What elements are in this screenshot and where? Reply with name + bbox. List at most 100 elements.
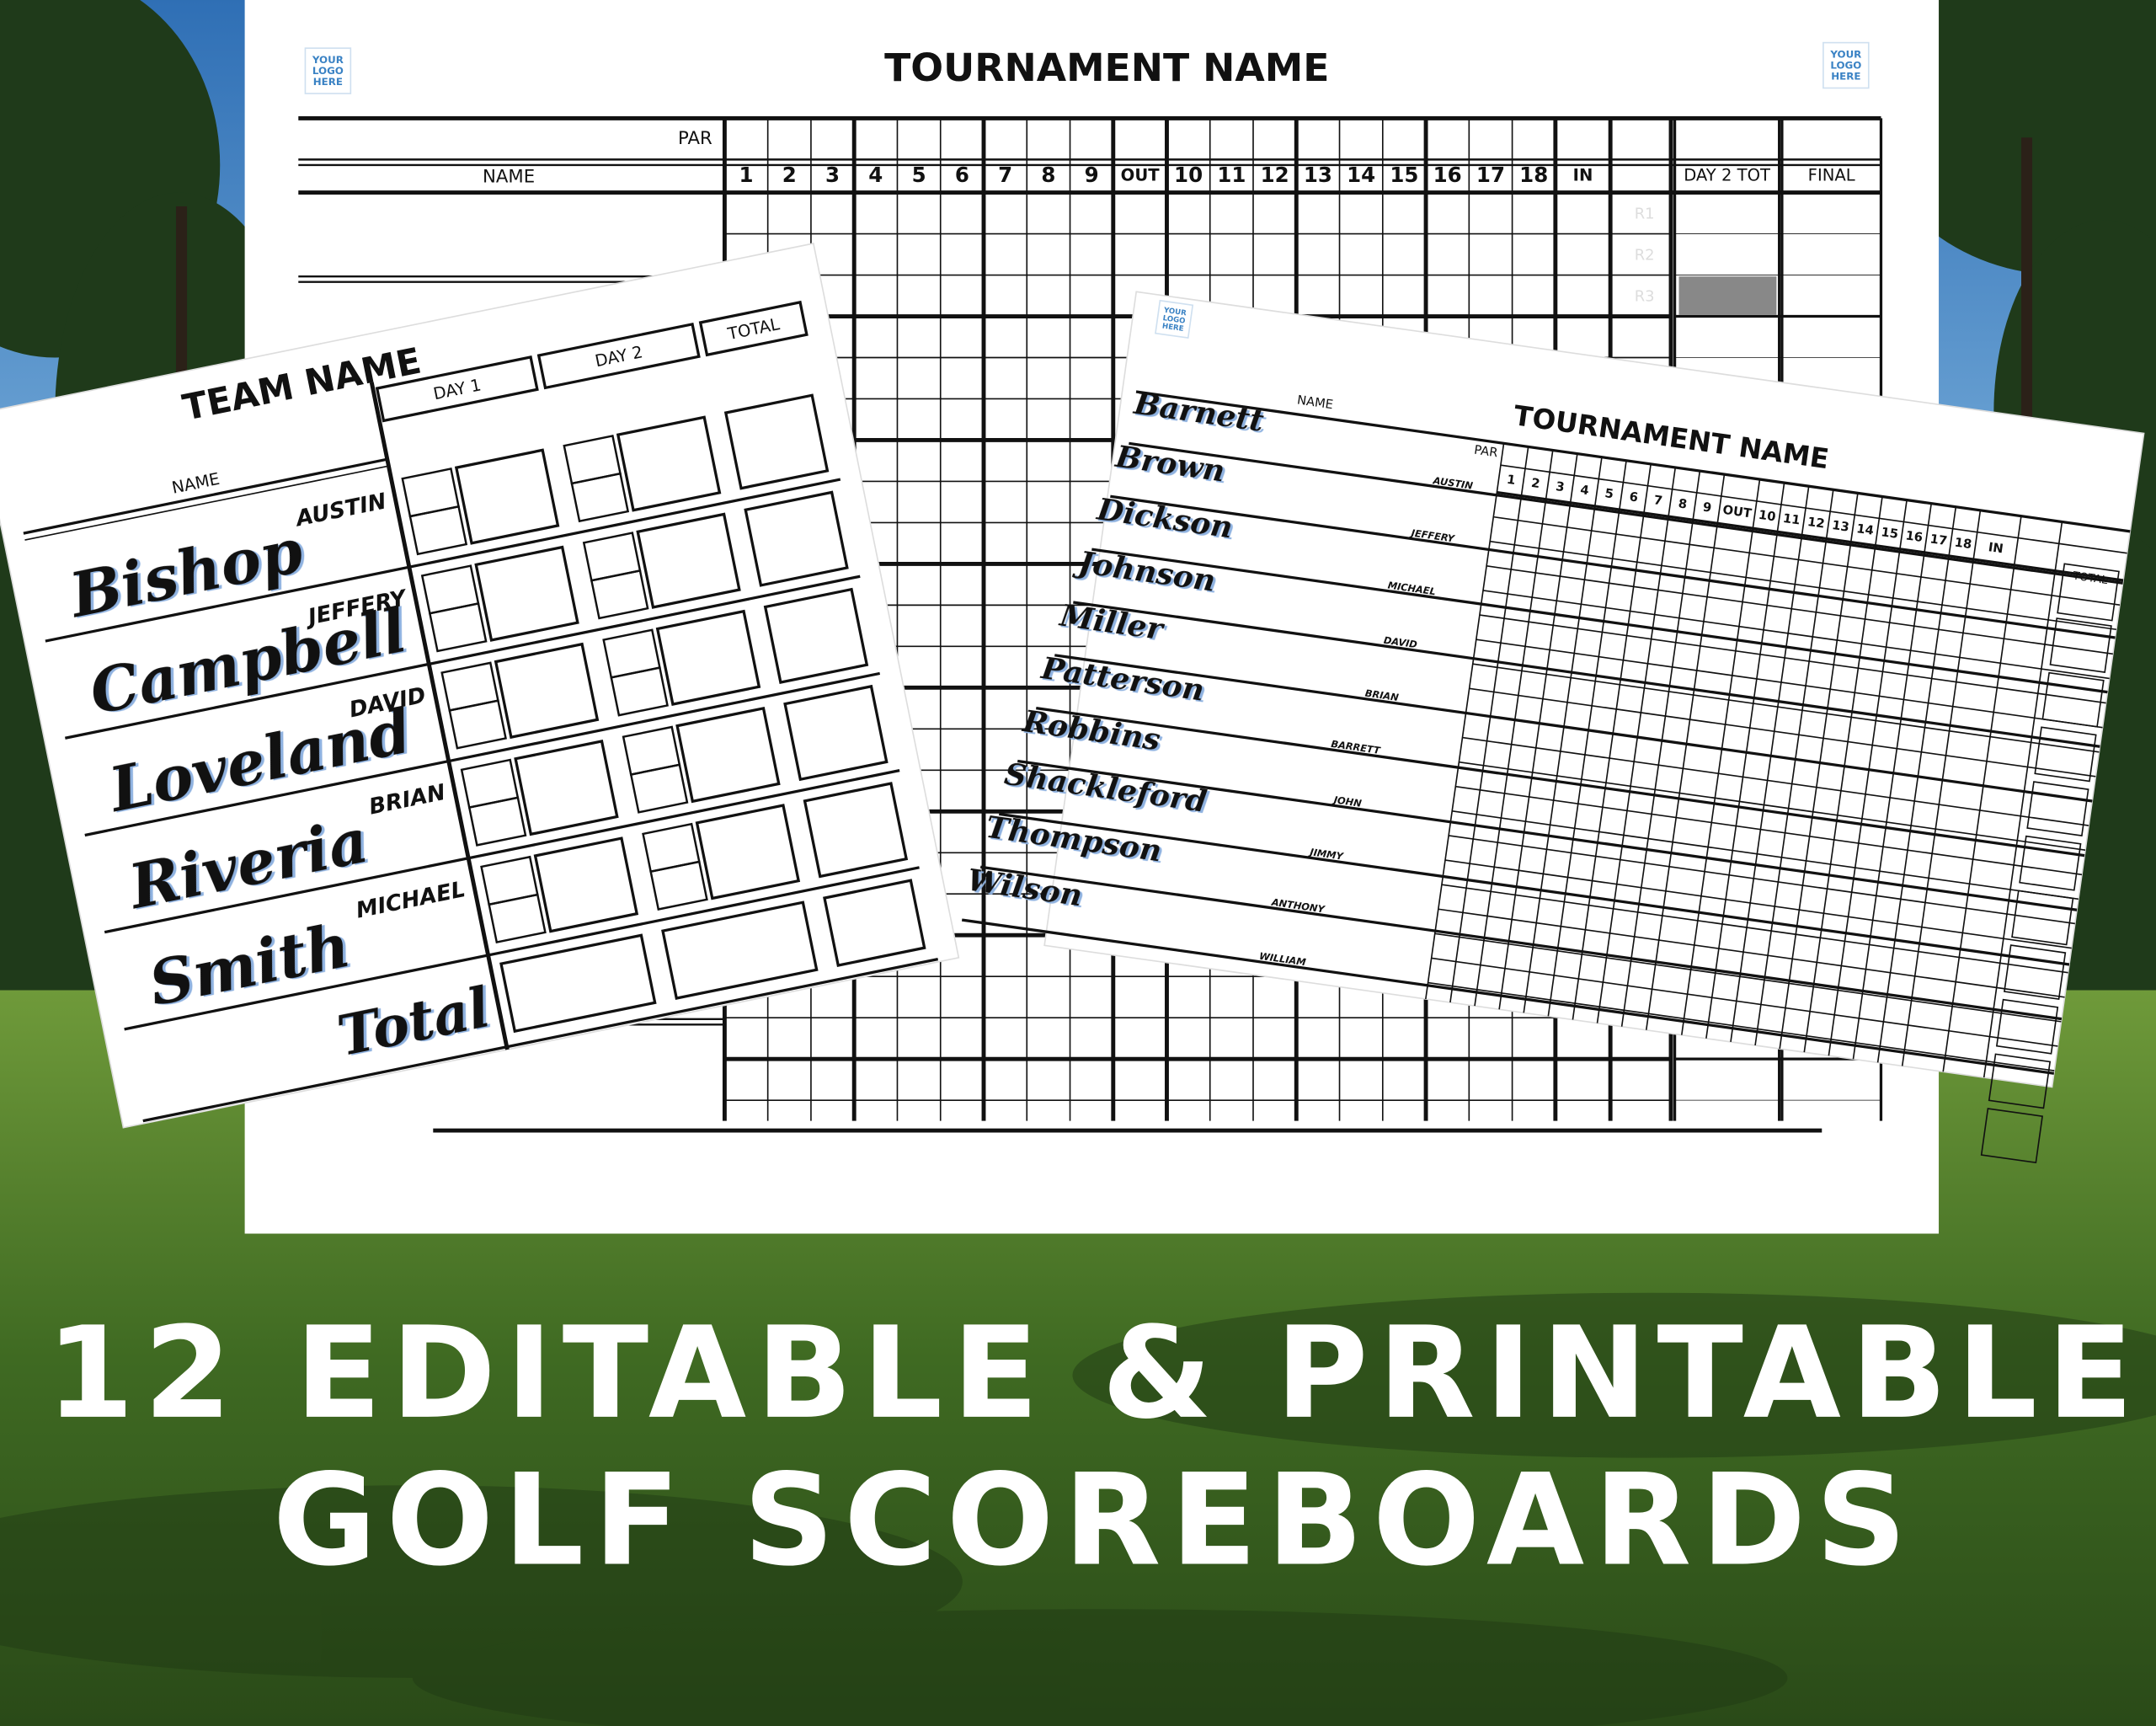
rule <box>65 574 861 740</box>
rule <box>1754 489 1834 1046</box>
par-label: PAR <box>678 128 712 149</box>
column-label: DAY 2 TOT <box>1684 165 1771 184</box>
cell <box>499 933 657 1034</box>
header-box <box>375 355 539 423</box>
rule <box>1036 707 2085 858</box>
cell <box>629 763 689 814</box>
hole-label: 9 <box>1085 163 1099 187</box>
hole-label: 4 <box>1579 483 1590 498</box>
rule <box>1441 884 2068 974</box>
rule <box>1428 981 2055 1071</box>
cell <box>636 512 741 609</box>
cell <box>467 796 527 847</box>
cell <box>655 609 761 707</box>
rule <box>1493 516 2121 606</box>
hole-label: 5 <box>1604 486 1614 501</box>
rule <box>1486 565 2113 655</box>
cell <box>744 490 849 587</box>
rule <box>1572 463 1652 1020</box>
hole-label: 6 <box>1629 489 1640 505</box>
logo-text: LOGO <box>1162 314 1186 326</box>
rule <box>1110 494 2116 639</box>
cell <box>570 472 630 523</box>
hole-label: OUT <box>1121 165 1161 184</box>
rule <box>1779 493 1859 1050</box>
cell <box>649 860 708 911</box>
rule <box>1500 464 2127 554</box>
hole-label: 18 <box>1519 163 1548 187</box>
rule <box>104 769 900 934</box>
logo-text: LOGO <box>1830 60 1861 72</box>
round-label: R3 <box>1635 288 1655 306</box>
total-box <box>2057 563 2120 622</box>
hole-label: 9 <box>1702 500 1713 515</box>
cell <box>488 893 547 944</box>
hole-label: 5 <box>912 163 926 187</box>
total-box <box>1980 1108 2044 1164</box>
cell <box>428 602 488 653</box>
cell <box>454 448 560 545</box>
title: TOURNAMENT NAME <box>884 45 1329 90</box>
rule <box>142 957 939 1123</box>
cell <box>823 879 926 967</box>
rule <box>1497 490 2124 582</box>
cell <box>514 740 619 836</box>
cell <box>610 666 669 717</box>
headline: 12 EDITABLE & PRINTABLE GOLF SCOREBOARDS <box>46 1301 2133 1595</box>
shaded-cell <box>1678 276 1777 315</box>
cell <box>803 782 909 879</box>
cell <box>723 393 830 490</box>
rule <box>1876 506 1957 1063</box>
logo-text: HERE <box>1161 322 1184 333</box>
rule <box>1547 460 1627 1017</box>
rule <box>1474 450 1554 1007</box>
total-box <box>1995 998 2059 1055</box>
column-label: FINAL <box>1808 165 1855 184</box>
hole-label: 8 <box>1678 496 1689 511</box>
rule <box>1054 654 2093 803</box>
rule <box>1452 810 2079 900</box>
hole-label: 2 <box>1530 476 1541 491</box>
rule <box>1498 453 1578 1010</box>
hole-label: 11 <box>1782 511 1801 528</box>
round-label: R2 <box>1635 247 1655 265</box>
rule <box>1523 457 1603 1013</box>
rule <box>1449 446 1529 1003</box>
cell <box>783 684 889 782</box>
total-box <box>1988 1053 2052 1109</box>
logo-text: HERE <box>1831 71 1860 83</box>
cell <box>661 900 819 1001</box>
hole-label: 1 <box>1506 473 1517 488</box>
rule <box>1645 474 1726 1030</box>
hole-label: 8 <box>1041 163 1055 187</box>
hole-label: 7 <box>1653 493 1664 508</box>
hole-label: 14 <box>1347 163 1375 187</box>
logo-box <box>304 47 352 94</box>
rule <box>1479 614 2106 704</box>
hole-label: 11 <box>1217 163 1246 187</box>
rule <box>1620 470 1701 1027</box>
cell <box>448 699 507 750</box>
logo-text: YOUR <box>1829 49 1861 61</box>
rule <box>1135 390 2131 533</box>
cell <box>408 505 468 556</box>
rule <box>1983 521 2063 1078</box>
cell <box>474 545 579 642</box>
rule <box>124 866 920 1031</box>
hole-label: 14 <box>1855 521 1875 538</box>
rule <box>998 812 2070 966</box>
name-label: NAME <box>1296 393 1334 412</box>
hole-label: 3 <box>1555 479 1566 494</box>
rule <box>1472 663 2100 753</box>
rule <box>1448 835 2075 925</box>
hole-label: 12 <box>1806 515 1826 532</box>
hole-label: 18 <box>1954 536 1973 553</box>
rule <box>961 918 2055 1075</box>
rule <box>1469 687 2096 778</box>
rule <box>1596 467 1677 1023</box>
logo-text: YOUR <box>1162 307 1187 318</box>
